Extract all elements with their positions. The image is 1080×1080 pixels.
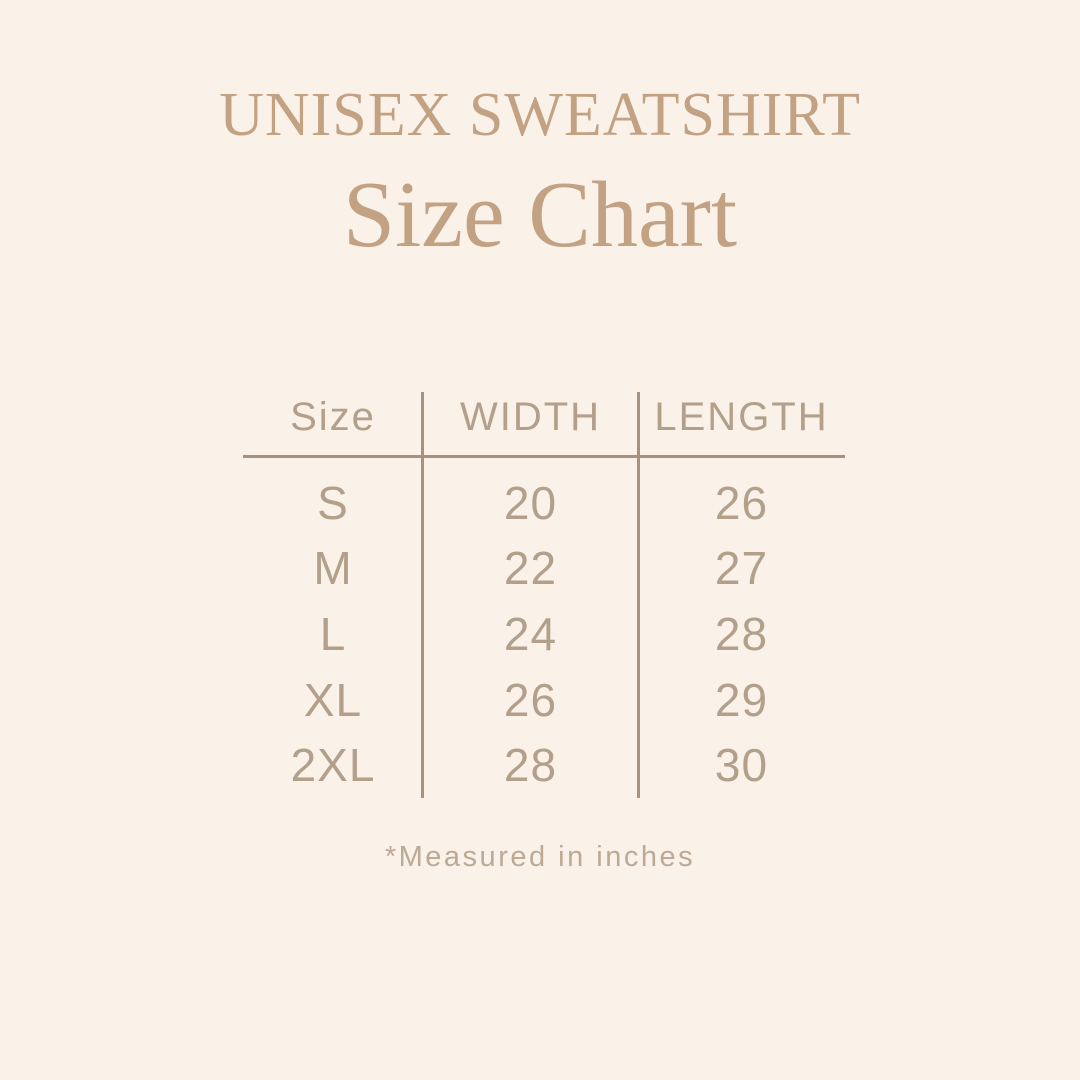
size-table: Size WIDTH LENGTH S 20 26 M 22 27 L 24 2…	[243, 392, 845, 798]
column-divider-1	[421, 392, 424, 798]
footnote: *Measured in inches	[384, 841, 696, 873]
column-header-size: Size	[290, 395, 376, 439]
table-cell-width: 26	[503, 673, 558, 726]
table-cell-length: 29	[714, 673, 769, 726]
table-cell-width: 20	[503, 476, 558, 529]
column-header-length: LENGTH	[654, 395, 829, 439]
column-divider-2	[637, 392, 640, 798]
table-cell-size: XL	[303, 673, 363, 726]
table-cell-width: 28	[503, 739, 558, 792]
table-cell-size: M	[313, 542, 353, 595]
table-cell-length: 26	[714, 476, 769, 529]
header-rule	[243, 455, 845, 458]
page-title: Size Chart	[342, 163, 738, 267]
table-cell-size: L	[319, 607, 347, 660]
column-header-width: WIDTH	[459, 395, 602, 439]
table-cell-width: 24	[503, 607, 558, 660]
table-header-row: Size WIDTH LENGTH	[243, 392, 845, 455]
table-cell-size: S	[317, 476, 349, 529]
table-body: S 20 26 M 22 27 L 24 28 XL 26 29 2XL 28 …	[243, 458, 845, 798]
table-cell-size: 2XL	[290, 739, 376, 792]
table-cell-length: 28	[714, 607, 769, 660]
table-cell-length: 30	[714, 739, 769, 792]
table-cell-length: 27	[714, 542, 769, 595]
product-type-heading: UNISEX SWEATSHIRT	[219, 81, 861, 149]
table-cell-width: 22	[503, 542, 558, 595]
